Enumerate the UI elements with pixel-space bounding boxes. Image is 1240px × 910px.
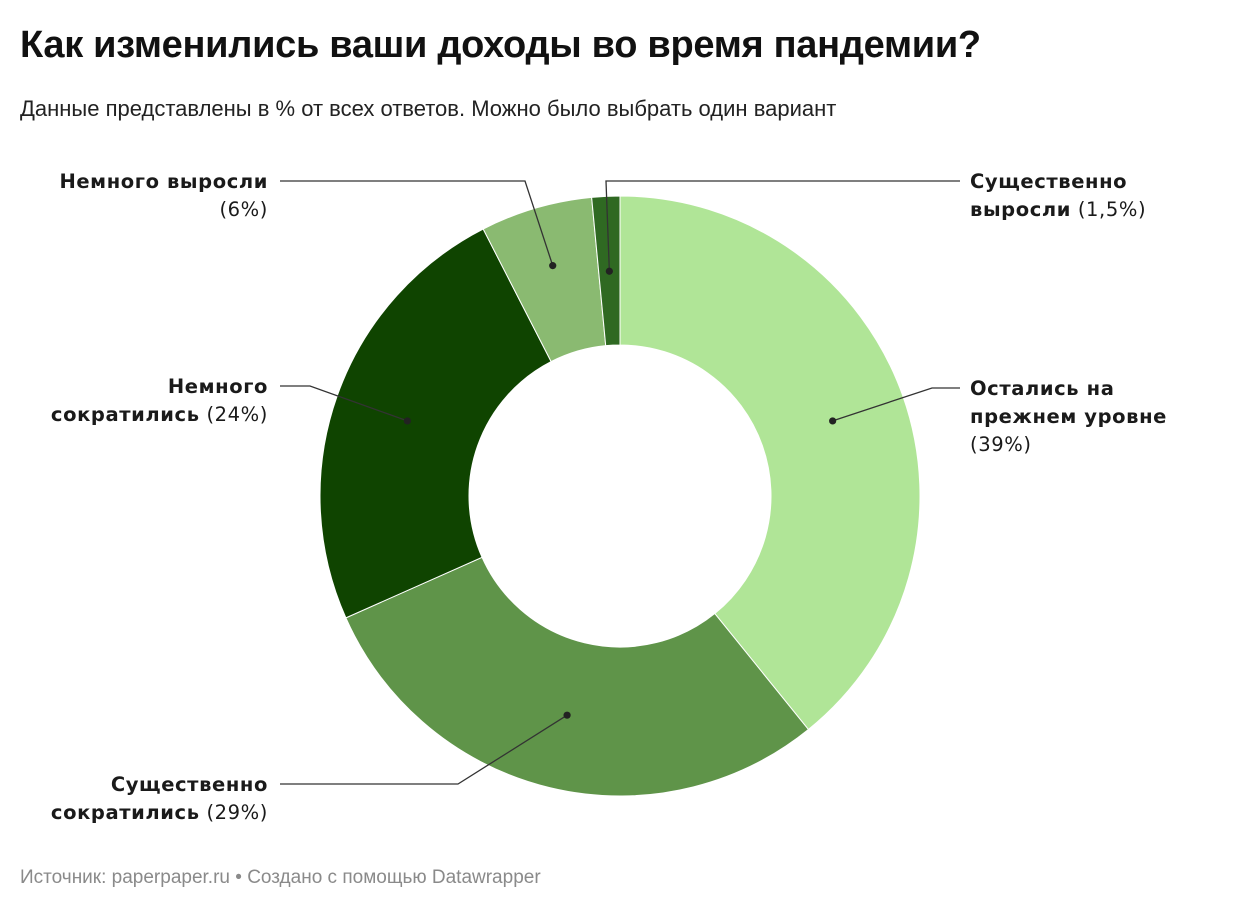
slice-label-value: (29%) <box>200 801 268 824</box>
slice-label-name: Существенно <box>111 773 268 796</box>
leader-line-2 <box>280 714 568 785</box>
leader-dot-1 <box>829 417 837 425</box>
slice-label-name: прежнем уровне <box>970 405 1167 428</box>
slice-label-value: (6%) <box>219 198 268 221</box>
slice-label-name: Существенно <box>970 170 1127 193</box>
slice-label-3: Немного сократились (24%) <box>51 375 268 426</box>
donut-slice-2 <box>345 556 810 797</box>
slice-label-value: (24%) <box>200 403 268 426</box>
leader-line-4 <box>280 180 554 266</box>
source-footer: Источник: paperpaper.ru • Создано с помо… <box>20 867 541 888</box>
donut-slice-1 <box>619 195 921 731</box>
leader-dot-2 <box>563 711 571 719</box>
slice-label-1: Остались на прежнем уровне (39%) <box>970 377 1167 456</box>
chart-subtitle: Данные представлены в % от всех ответов.… <box>20 96 837 121</box>
slice-label-value: (1,5%) <box>1071 198 1146 221</box>
slice-label-name: сократились <box>51 801 200 824</box>
slice-label-value: (39%) <box>970 433 1032 456</box>
slices-group <box>319 195 921 797</box>
leader-line-1 <box>832 387 960 422</box>
leader-dot-3 <box>403 417 411 425</box>
donut-slice-3 <box>319 228 552 619</box>
chart-title: Как изменились ваши доходы во время панд… <box>20 24 981 66</box>
leader-dot-4 <box>549 262 557 270</box>
leader-line-3 <box>280 385 408 422</box>
slice-label-name: Немного <box>168 375 268 398</box>
slice-label-name: Остались на <box>970 377 1114 400</box>
slice-label-name: сократились <box>51 403 200 426</box>
slice-label-name: выросли <box>970 198 1071 221</box>
slice-label-4: Немного выросли (6%) <box>59 170 268 221</box>
leader-line-5 <box>605 180 960 272</box>
leader-dot-5 <box>605 267 613 275</box>
labels-group: Остались на прежнем уровне (39%) Существенн… <box>51 170 1167 824</box>
slice-label-name: Немного выросли <box>59 170 268 193</box>
slice-label-2: Существенно сократились (29%) <box>51 773 268 824</box>
slice-label-5: Существенно выросли (1,5%) <box>970 170 1146 221</box>
